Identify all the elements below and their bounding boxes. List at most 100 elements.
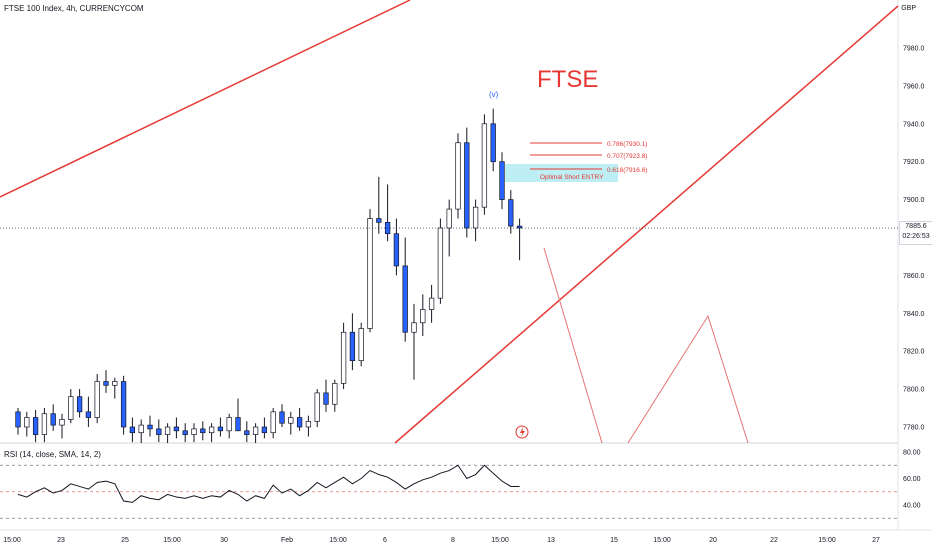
candle-body (349, 331, 356, 362)
candle-body (393, 233, 400, 267)
projection-rally[interactable] (627, 314, 749, 444)
time-tick-label: 13 (547, 537, 555, 544)
candle-body (94, 381, 100, 418)
candle-body (50, 413, 56, 426)
candle-body (411, 322, 417, 333)
price-tick-label: 7780.0 (903, 425, 925, 432)
fib-label-707: 0.707(7923.8) (607, 153, 647, 160)
candle-body (437, 227, 444, 299)
candle-body (59, 419, 65, 426)
time-tick-label: 30 (220, 537, 228, 544)
candle-body (173, 426, 180, 432)
time-tick-label: 6 (383, 537, 387, 544)
rsi-tick-label: 40.00 (903, 503, 921, 510)
candle-body (244, 430, 250, 435)
candle-body (208, 426, 215, 434)
time-tick-label: 22 (770, 537, 778, 544)
price-tick-label: 7840.0 (903, 311, 925, 318)
rsi-line (17, 464, 520, 503)
time-tick-label: 15:00 (818, 537, 836, 544)
candle-body (340, 331, 347, 384)
candle-body (420, 309, 426, 324)
candle-body (305, 420, 312, 428)
price-tick-label: 7820.0 (903, 349, 925, 356)
candle-body (112, 381, 118, 386)
candle-body (332, 383, 338, 405)
candle-body (76, 396, 83, 413)
candle-body (164, 426, 171, 435)
bar-countdown: 02:26:53 (902, 233, 930, 240)
candle-body (446, 208, 452, 229)
wave-label: (v) (489, 90, 499, 99)
time-tick-label: 27 (872, 537, 880, 544)
projection-path[interactable] (543, 247, 603, 444)
entry-label: Optimal Short ENTRY (540, 174, 604, 181)
rsi-legend[interactable]: RSI (14, close, SMA, 14, 2) (4, 450, 101, 459)
price-tick-label: 7920.0 (903, 159, 925, 166)
candle-body (226, 417, 232, 432)
candle-body (120, 381, 127, 428)
time-tick-label: 15:00 (163, 537, 181, 544)
candle-body (314, 392, 320, 422)
candle-body (200, 428, 206, 434)
price-tick-label: 7960.0 (903, 83, 925, 90)
candle-body (402, 265, 408, 333)
candle-body (428, 297, 435, 310)
time-tick-label: Feb (281, 537, 293, 544)
currency-label: GBP (901, 5, 916, 12)
candle-body (508, 199, 514, 227)
time-tick-label: 15:00 (3, 537, 21, 544)
fib-label-618: 0.618(7916.6) (607, 167, 647, 174)
candle-body (191, 428, 197, 435)
candle-body (279, 411, 285, 424)
candle-body (367, 218, 373, 329)
rsi-tick-label: 80.00 (903, 450, 921, 457)
candle-body (85, 411, 92, 418)
price-tick-label: 7800.0 (903, 387, 925, 394)
time-tick-label: 15:00 (491, 537, 509, 544)
candle-body (147, 424, 153, 430)
candle-body (376, 218, 382, 223)
candle-body (261, 426, 268, 434)
rsi-tick-label: 60.00 (903, 476, 921, 483)
time-axis[interactable]: 15:00 23 25 15:00 30 Feb 15:00 6 8 15:00 13 15 15:00… (3, 537, 880, 544)
candle-body (182, 430, 188, 435)
candle-body (129, 426, 136, 434)
price-tick-label: 7940.0 (903, 121, 925, 128)
lower-trendline[interactable] (394, 5, 899, 444)
symbol-title[interactable]: FTSE 100 Index, 4h, CURRENCYCOM (4, 4, 144, 13)
candle-body (68, 396, 74, 420)
candle-body (217, 426, 224, 432)
candle-body (270, 411, 276, 434)
candle-body (499, 161, 505, 200)
time-tick-label: 15:00 (329, 537, 347, 544)
candle-body (472, 206, 479, 229)
last-price: 7885.6 (905, 223, 927, 230)
candle-body (323, 392, 329, 405)
candle-body (15, 411, 21, 428)
candle-body (24, 417, 30, 428)
chart-title-annotation: FTSE (537, 66, 598, 93)
rsi-pane[interactable]: 40.00 60.00 80.00 (0, 450, 921, 519)
candle-body (296, 417, 303, 428)
last-price-tag: 7885.6 02:26:53 (899, 221, 932, 245)
time-tick-label: 8 (451, 537, 455, 544)
price-tick-label: 7900.0 (903, 197, 925, 204)
time-tick-label: 25 (121, 537, 129, 544)
fib-label-786: 0.786(7930.1) (607, 141, 647, 148)
candle-body (252, 426, 259, 435)
candle-body (103, 381, 109, 386)
candle-body (464, 142, 470, 229)
time-tick-label: 23 (57, 537, 65, 544)
price-tick-label: 7860.0 (903, 273, 925, 280)
candle-body (288, 417, 294, 424)
candles-layer (0, 108, 898, 443)
candle-body (156, 428, 162, 435)
candle-body (490, 123, 496, 163)
candle-body (455, 142, 461, 210)
flash-icon[interactable] (515, 425, 529, 439)
upper-trendline[interactable] (0, 0, 411, 198)
time-tick-label: 15 (610, 537, 618, 544)
candle-body (358, 328, 364, 362)
